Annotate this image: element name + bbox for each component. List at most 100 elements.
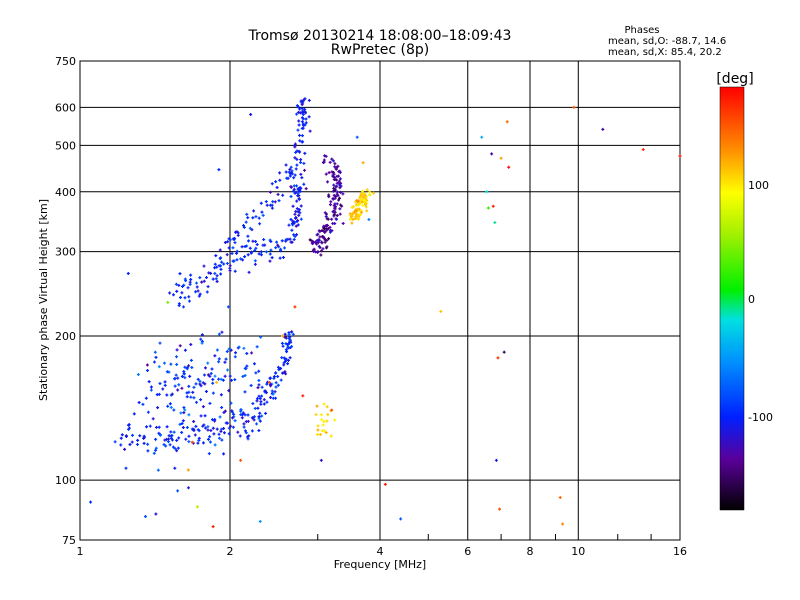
data-point (333, 188, 337, 192)
data-point (296, 187, 300, 191)
data-point (217, 168, 221, 172)
data-point (173, 447, 177, 451)
data-point (192, 427, 196, 431)
data-point (178, 422, 182, 426)
data-point (264, 411, 268, 415)
data-point (259, 201, 263, 205)
data-point (157, 425, 161, 429)
data-point (318, 229, 322, 233)
data-point (258, 519, 262, 523)
data-point (235, 258, 239, 262)
data-point (211, 426, 215, 430)
data-point (326, 413, 330, 417)
data-point (341, 221, 345, 225)
data-point (231, 416, 235, 420)
data-point (201, 424, 205, 428)
data-point (147, 380, 151, 384)
data-point (123, 447, 127, 451)
data-point (241, 258, 245, 262)
data-point (217, 332, 221, 336)
data-point (220, 260, 224, 264)
data-point (260, 394, 264, 398)
data-point (209, 371, 213, 375)
data-point (303, 168, 307, 172)
data-point (328, 225, 332, 229)
data-point (194, 290, 198, 294)
data-point (269, 384, 273, 388)
data-point (264, 200, 268, 204)
data-point (132, 412, 136, 416)
data-point (239, 257, 243, 261)
data-point (249, 383, 253, 387)
data-point (320, 241, 324, 245)
data-point (265, 250, 269, 254)
data-point (262, 398, 266, 402)
data-point (317, 238, 321, 242)
phase-header-title: Phases (624, 25, 659, 36)
data-point (145, 363, 149, 367)
data-point (290, 345, 294, 349)
data-point (175, 438, 179, 442)
data-point (230, 409, 234, 413)
data-point (334, 178, 338, 182)
data-point (178, 344, 182, 348)
data-point (259, 402, 263, 406)
data-point (300, 126, 304, 130)
data-point (302, 110, 306, 114)
data-point (222, 431, 226, 435)
data-point (200, 341, 204, 345)
data-point (162, 361, 166, 365)
data-point (248, 226, 252, 230)
data-point (317, 244, 321, 248)
data-point (300, 106, 304, 110)
data-point (245, 212, 249, 216)
data-point (297, 194, 301, 198)
data-point (315, 404, 319, 408)
data-point (486, 206, 490, 210)
data-point (227, 426, 231, 430)
data-point (198, 292, 202, 296)
data-point (231, 246, 235, 250)
data-point (280, 239, 284, 243)
data-point (191, 390, 195, 394)
data-point (168, 443, 172, 447)
data-point (215, 265, 219, 269)
data-point (275, 186, 279, 190)
data-point (220, 438, 224, 442)
data-point (269, 395, 273, 399)
x-tick-label: 1 (77, 545, 84, 558)
data-point (222, 262, 226, 266)
data-point (187, 434, 191, 438)
data-point (138, 434, 142, 438)
data-point (195, 285, 199, 289)
data-point (154, 448, 158, 452)
data-point (302, 182, 306, 186)
data-point (222, 427, 226, 431)
data-point (194, 424, 198, 428)
data-point (276, 192, 280, 196)
data-point (145, 425, 149, 429)
phase-header-line-o: mean, sd,O: -88.7, 14.6 (608, 36, 726, 47)
data-point (199, 384, 203, 388)
data-point (214, 254, 218, 258)
data-point (270, 256, 274, 260)
data-point (187, 413, 191, 417)
data-point (399, 517, 403, 521)
data-point (257, 369, 261, 373)
data-point (252, 362, 256, 366)
data-point (228, 264, 232, 268)
data-point (316, 433, 320, 436)
data-point (242, 224, 246, 228)
data-point (315, 239, 319, 243)
data-point (168, 402, 172, 406)
data-point (166, 404, 170, 408)
data-point (274, 385, 278, 389)
y-tick-label: 200 (55, 330, 76, 343)
data-point (331, 159, 335, 163)
data-point (164, 444, 168, 448)
data-point (287, 342, 291, 346)
data-point (295, 233, 299, 237)
data-point (301, 394, 305, 398)
data-point (249, 112, 253, 116)
data-point (175, 289, 179, 293)
